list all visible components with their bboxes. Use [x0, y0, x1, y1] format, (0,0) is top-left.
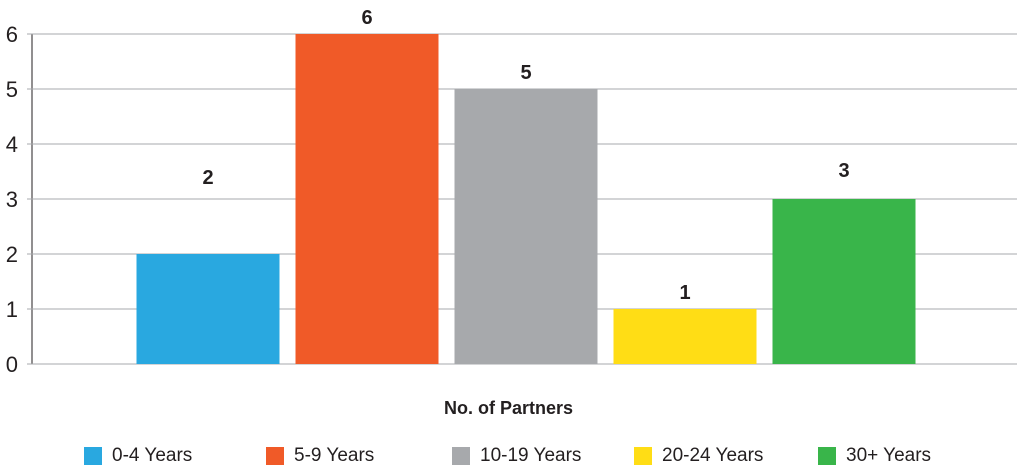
y-tick-label: 1	[6, 297, 18, 322]
bar-chart: 0 1 2 3 4 5 6 2 6 5 1 3	[6, 7, 1017, 377]
legend: 0-4 Years 5-9 Years 10-19 Years 20-24 Ye…	[0, 446, 1017, 466]
bar-3	[613, 309, 757, 364]
legend-item-30-plus-years: 30+ Years	[818, 446, 931, 466]
legend-swatch	[634, 447, 652, 465]
y-tick-label: 2	[6, 242, 18, 267]
legend-swatch	[818, 447, 836, 465]
y-axis-ticks: 0 1 2 3 4 5 6	[6, 22, 18, 377]
legend-item-5-9-years: 5-9 Years	[266, 446, 374, 466]
bar-1	[295, 34, 439, 364]
data-label-1: 6	[361, 7, 372, 29]
legend-label: 10-19 Years	[480, 445, 582, 466]
legend-label: 0-4 Years	[112, 445, 193, 466]
legend-swatch	[266, 447, 284, 465]
data-label-3: 1	[679, 282, 690, 304]
legend-swatch	[452, 447, 470, 465]
legend-label: 30+ Years	[846, 445, 932, 466]
legend-label: 20-24 Years	[662, 445, 764, 466]
y-tick-label: 6	[6, 22, 18, 47]
data-label-4: 3	[838, 160, 849, 182]
bar-4	[772, 199, 916, 364]
legend-swatch	[84, 447, 102, 465]
data-label-2: 5	[520, 62, 531, 84]
bar-2	[454, 89, 598, 364]
data-labels: 2 6 5 1 3	[202, 7, 849, 304]
legend-label: 5-9 Years	[294, 445, 375, 466]
y-tick-label: 0	[6, 352, 18, 377]
legend-item-10-19-years: 10-19 Years	[452, 446, 581, 466]
y-tick-label: 4	[6, 132, 18, 157]
legend-item-20-24-years: 20-24 Years	[634, 446, 763, 466]
y-tick-label: 5	[6, 77, 18, 102]
bars	[136, 34, 916, 364]
legend-item-0-4-years: 0-4 Years	[84, 446, 192, 466]
bar-0	[136, 254, 280, 364]
data-label-0: 2	[202, 167, 213, 189]
x-axis-label: No. of Partners	[443, 398, 574, 418]
y-tick-label: 3	[6, 187, 18, 212]
